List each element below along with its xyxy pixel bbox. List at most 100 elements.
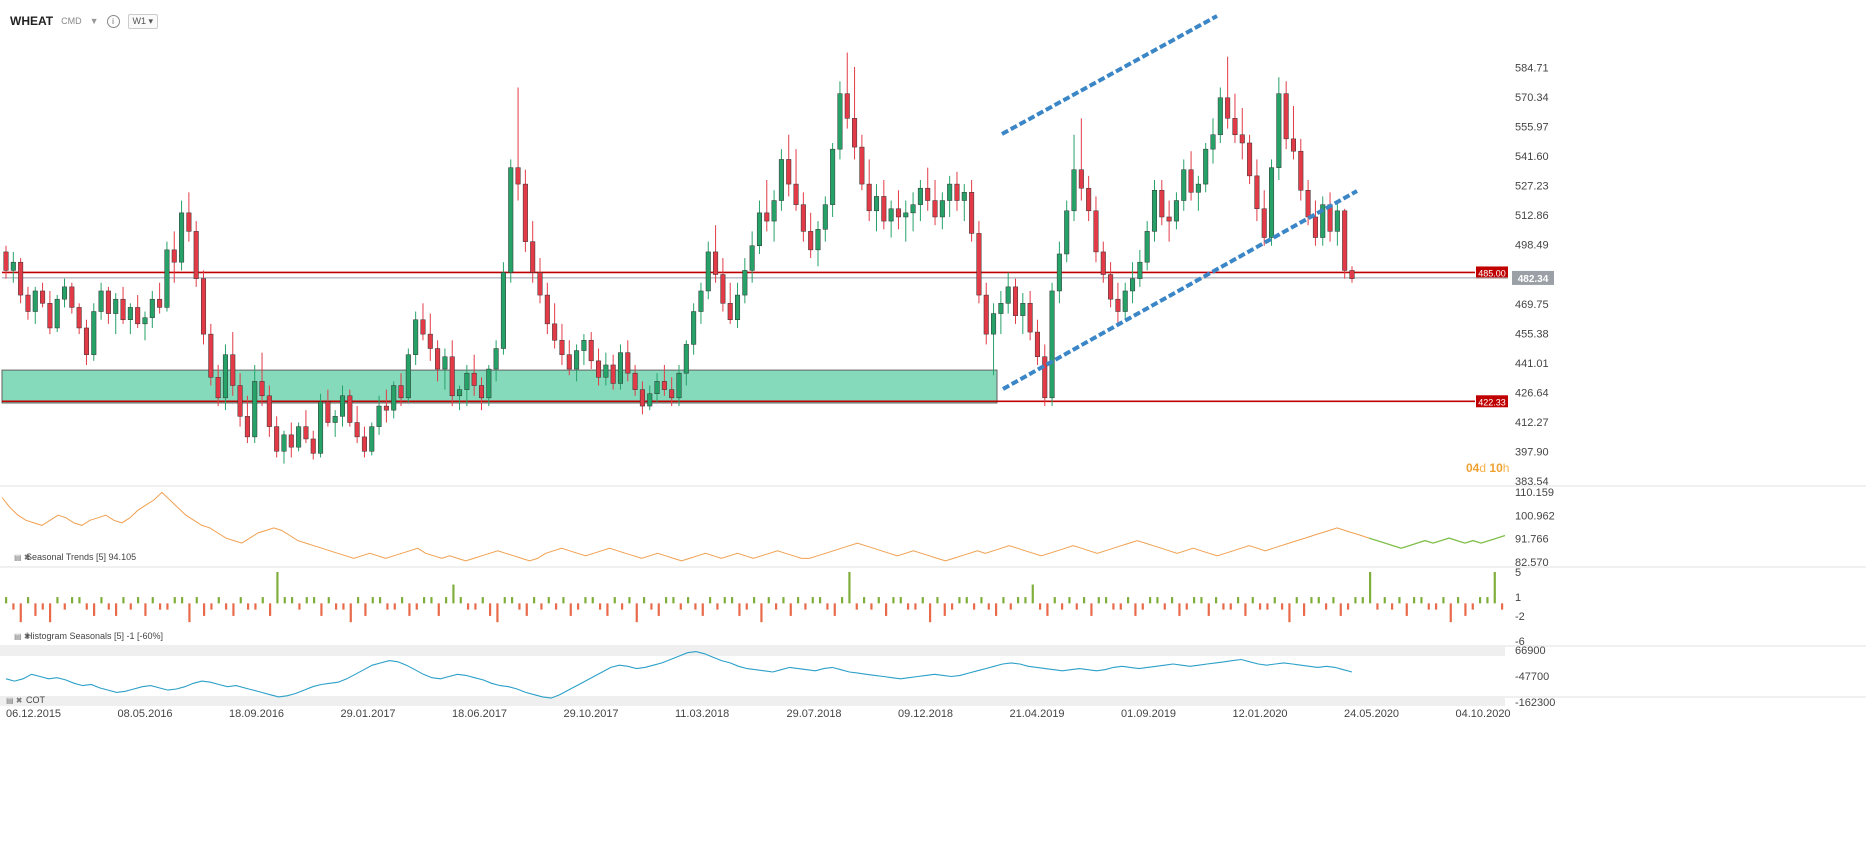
- symbol-name[interactable]: WHEAT: [10, 14, 54, 28]
- candle[interactable]: [800, 204, 806, 232]
- candle[interactable]: [1078, 169, 1084, 189]
- candle[interactable]: [420, 319, 426, 335]
- candle[interactable]: [691, 311, 697, 345]
- candle[interactable]: [325, 401, 331, 423]
- candle[interactable]: [493, 348, 499, 370]
- candle[interactable]: [756, 212, 762, 247]
- candle[interactable]: [830, 148, 836, 205]
- candle[interactable]: [54, 298, 60, 329]
- candle[interactable]: [369, 426, 375, 452]
- candle[interactable]: [859, 146, 865, 185]
- candle[interactable]: [376, 405, 382, 427]
- candle[interactable]: [457, 389, 463, 397]
- candle[interactable]: [522, 183, 528, 242]
- candle[interactable]: [705, 251, 711, 292]
- channel-upper-line[interactable]: [1001, 14, 1218, 136]
- candle[interactable]: [449, 356, 455, 397]
- candle[interactable]: [932, 200, 938, 218]
- candle[interactable]: [1269, 167, 1275, 238]
- candle[interactable]: [288, 434, 294, 448]
- candle[interactable]: [852, 118, 858, 148]
- candle[interactable]: [230, 354, 236, 386]
- candle[interactable]: [142, 317, 148, 325]
- candle[interactable]: [208, 333, 214, 378]
- candle[interactable]: [837, 93, 843, 150]
- candle[interactable]: [1334, 210, 1340, 232]
- candle[interactable]: [1071, 169, 1077, 212]
- candle[interactable]: [1020, 303, 1026, 316]
- candle[interactable]: [222, 354, 228, 399]
- candle[interactable]: [76, 307, 82, 329]
- candle[interactable]: [1312, 216, 1318, 238]
- candle[interactable]: [1247, 142, 1253, 177]
- candle[interactable]: [910, 204, 916, 214]
- candle[interactable]: [1166, 216, 1172, 222]
- candle[interactable]: [25, 294, 31, 312]
- candle[interactable]: [998, 303, 1004, 314]
- candle[interactable]: [873, 196, 880, 212]
- candle[interactable]: [105, 290, 111, 314]
- candle[interactable]: [1305, 190, 1311, 218]
- candle[interactable]: [778, 159, 784, 201]
- candle[interactable]: [574, 350, 580, 370]
- candle[interactable]: [939, 200, 945, 218]
- candle[interactable]: [610, 364, 616, 384]
- candle[interactable]: [332, 416, 338, 423]
- candle[interactable]: [1261, 208, 1267, 238]
- candle[interactable]: [661, 381, 667, 390]
- candle[interactable]: [1203, 148, 1209, 185]
- candle[interactable]: [464, 372, 470, 390]
- candle[interactable]: [895, 208, 901, 218]
- candle[interactable]: [98, 290, 104, 312]
- candle[interactable]: [976, 233, 982, 296]
- candle[interactable]: [1173, 200, 1179, 222]
- candle[interactable]: [1005, 286, 1011, 304]
- candle[interactable]: [764, 212, 770, 222]
- candle[interactable]: [1276, 93, 1282, 168]
- candle[interactable]: [215, 377, 221, 399]
- candle[interactable]: [1342, 210, 1348, 271]
- candle[interactable]: [83, 327, 89, 355]
- candle[interactable]: [398, 385, 404, 399]
- candle[interactable]: [537, 272, 543, 296]
- candle[interactable]: [310, 438, 316, 454]
- candle[interactable]: [237, 385, 243, 417]
- candle[interactable]: [947, 183, 953, 201]
- candle[interactable]: [603, 364, 609, 378]
- candle[interactable]: [1042, 356, 1048, 399]
- candle[interactable]: [881, 196, 887, 222]
- candle[interactable]: [1232, 118, 1238, 136]
- candle[interactable]: [391, 385, 397, 411]
- candle[interactable]: [786, 159, 792, 185]
- candle[interactable]: [157, 298, 163, 308]
- candle[interactable]: [1349, 270, 1355, 279]
- candle[interactable]: [10, 261, 16, 271]
- candle[interactable]: [120, 298, 126, 320]
- candle[interactable]: [1056, 253, 1062, 292]
- candle[interactable]: [252, 381, 258, 438]
- candle[interactable]: [1239, 134, 1245, 144]
- candle[interactable]: [735, 294, 741, 320]
- candle[interactable]: [135, 307, 141, 325]
- candle[interactable]: [296, 426, 302, 448]
- candle[interactable]: [1034, 331, 1040, 357]
- candle[interactable]: [1159, 190, 1165, 218]
- candle[interactable]: [274, 426, 280, 452]
- candle[interactable]: [1298, 150, 1304, 191]
- candle[interactable]: [471, 372, 477, 386]
- candle[interactable]: [1064, 210, 1070, 255]
- candle[interactable]: [925, 187, 931, 201]
- candle[interactable]: [1093, 210, 1099, 253]
- candle[interactable]: [1115, 298, 1121, 312]
- candle[interactable]: [442, 356, 448, 370]
- candle[interactable]: [581, 340, 587, 351]
- candle[interactable]: [18, 261, 24, 296]
- candle[interactable]: [435, 348, 441, 370]
- candle[interactable]: [720, 274, 726, 304]
- candle[interactable]: [91, 311, 97, 355]
- candle[interactable]: [844, 93, 850, 119]
- candle[interactable]: [281, 434, 287, 452]
- candle[interactable]: [822, 204, 828, 230]
- candle[interactable]: [617, 352, 623, 384]
- candle[interactable]: [113, 298, 119, 314]
